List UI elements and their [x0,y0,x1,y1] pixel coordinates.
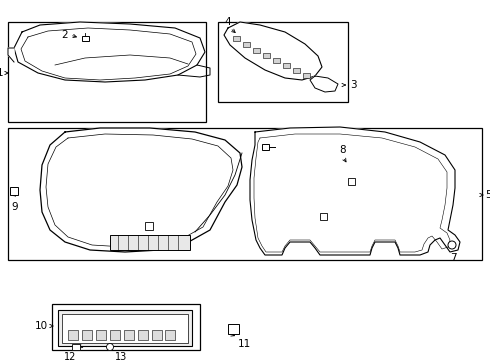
Circle shape [448,241,456,249]
Text: 10: 10 [35,321,48,331]
Bar [8,22,206,122]
Bar [72,344,80,350]
Bar [293,68,300,73]
Text: 3: 3 [350,80,357,90]
Bar [145,222,153,230]
Polygon shape [14,22,205,82]
Polygon shape [40,128,242,252]
Polygon shape [8,48,14,62]
Bar [152,330,162,340]
Bar [68,330,78,340]
Circle shape [106,343,114,351]
Bar [253,48,260,53]
Bar [320,213,327,220]
Bar [273,58,280,63]
Bar [58,310,192,346]
Bar [218,22,348,102]
Bar [110,330,120,340]
Text: 2: 2 [61,30,68,40]
Bar [303,73,310,78]
Bar [283,63,290,68]
Bar [262,144,269,150]
Bar [243,42,250,47]
Bar [10,187,18,195]
Bar [52,304,200,350]
Polygon shape [224,22,322,80]
Bar [124,330,134,340]
Text: 7: 7 [450,253,456,263]
Bar [62,314,188,343]
Text: 4: 4 [224,17,231,27]
Text: 6: 6 [278,142,285,152]
Bar [96,330,106,340]
Bar [82,330,92,340]
Text: 9: 9 [11,202,18,212]
Bar [82,36,89,41]
Polygon shape [250,127,460,255]
Text: 12: 12 [64,352,76,360]
Text: 5: 5 [485,190,490,200]
Text: 13: 13 [115,352,127,360]
Bar [110,235,190,250]
Bar [228,324,239,334]
Bar [233,36,240,41]
Bar [8,128,482,260]
Polygon shape [310,76,338,92]
Bar [138,330,148,340]
Text: 8: 8 [340,145,346,155]
Bar [165,330,175,340]
Bar [263,53,270,58]
Text: 1: 1 [0,68,3,78]
Text: 11: 11 [238,339,251,349]
Bar [348,178,355,185]
